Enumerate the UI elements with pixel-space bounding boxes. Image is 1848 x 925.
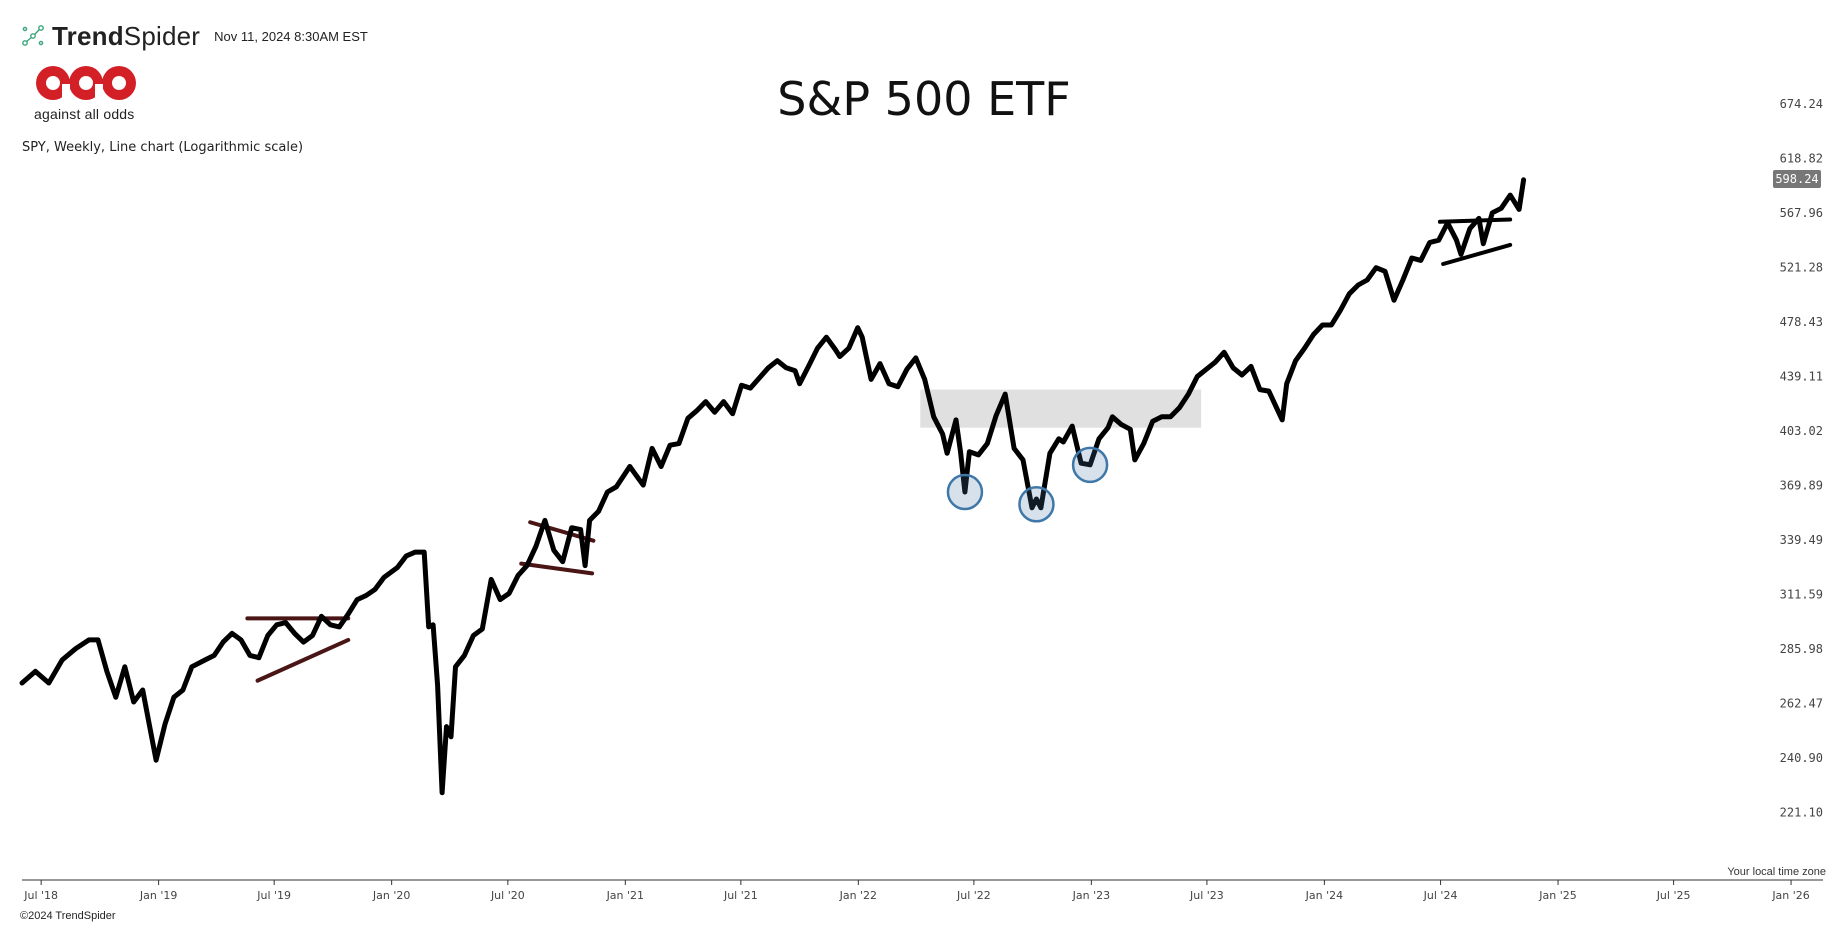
trendline-2 bbox=[255, 637, 351, 683]
x-tick-label: Jan '24 bbox=[1305, 889, 1343, 902]
x-tick-label: Jan '21 bbox=[606, 889, 644, 902]
x-tick-label: Jan '25 bbox=[1538, 889, 1576, 902]
y-tick-label: 262.47 bbox=[1780, 696, 1823, 710]
y-tick-label: 567.96 bbox=[1780, 206, 1823, 220]
y-tick-label: 439.11 bbox=[1780, 369, 1823, 383]
last-price-label: 598.24 bbox=[1773, 170, 1821, 188]
low-markers bbox=[946, 446, 1109, 523]
x-tick-label: Jul '24 bbox=[1423, 889, 1458, 902]
y-tick-label: 674.24 bbox=[1780, 97, 1823, 111]
y-tick-label: 618.82 bbox=[1780, 151, 1823, 165]
x-tick-label: Jul '21 bbox=[723, 889, 758, 902]
x-tick-label: Jan '20 bbox=[372, 889, 410, 902]
low-marker-circle bbox=[1071, 446, 1109, 484]
aao-logo-mark bbox=[36, 66, 136, 100]
low-marker-circle bbox=[946, 473, 984, 511]
trendspider-brand[interactable]: TrendSpider bbox=[20, 21, 200, 52]
y-tick-label: 240.90 bbox=[1780, 751, 1823, 765]
resistance-zone bbox=[920, 389, 1202, 428]
logo-tagline: against all odds bbox=[34, 106, 135, 122]
low-marker-circle bbox=[1018, 486, 1055, 523]
x-tick-label: Jul '23 bbox=[1189, 889, 1224, 902]
y-tick-label: 285.98 bbox=[1780, 642, 1823, 656]
x-tick-label: Jul '18 bbox=[23, 889, 58, 902]
x-tick-label: Jan '22 bbox=[839, 889, 877, 902]
x-axis: Jul '18 Jan '19 Jul '19 Jan '20 Jul '20 Jan '… bbox=[23, 880, 1810, 902]
copyright: ©2024 TrendSpider bbox=[20, 910, 116, 922]
timezone-note: Your local time zone bbox=[1727, 866, 1826, 878]
trendline-3 bbox=[519, 561, 595, 576]
brand-name: TrendSpider bbox=[52, 20, 201, 51]
y-tick-label: 221.10 bbox=[1780, 805, 1823, 819]
trendline-6 bbox=[1441, 242, 1513, 267]
x-tick-label: Jan '26 bbox=[1771, 889, 1809, 902]
trendspider-logo-icon bbox=[22, 25, 44, 46]
y-tick-label: 369.89 bbox=[1780, 478, 1823, 492]
x-tick-label: Jul '25 bbox=[1656, 889, 1691, 902]
y-tick-label: 478.43 bbox=[1780, 315, 1823, 329]
price-line bbox=[19, 177, 1527, 796]
x-tick-label: Jan '19 bbox=[139, 889, 177, 902]
x-tick-label: Jul '22 bbox=[956, 889, 991, 902]
y-tick-label: 339.49 bbox=[1780, 533, 1823, 547]
trendlines bbox=[245, 217, 1513, 683]
timestamp: Nov 11, 2024 8:30AM EST bbox=[214, 28, 368, 44]
x-tick-label: Jul '20 bbox=[490, 889, 525, 902]
x-tick-label: Jul '19 bbox=[256, 889, 291, 902]
aao-logo: against all odds bbox=[34, 64, 144, 122]
y-tick-label: 403.02 bbox=[1780, 424, 1823, 438]
y-tick-label: 311.59 bbox=[1780, 587, 1823, 601]
chart-subtitle: SPY, Weekly, Line chart (Logarithmic sca… bbox=[22, 140, 304, 155]
y-axis: 221.10 240.90 262.47 285.98 311.59 339.49 369.… bbox=[1780, 97, 1823, 819]
y-tick-label: 521.28 bbox=[1780, 260, 1823, 274]
header: TrendSpider Nov 11, 2024 8:30AM EST bbox=[20, 18, 368, 54]
chart-title: S&P 500 ETF bbox=[777, 72, 1071, 126]
x-tick-label: Jan '23 bbox=[1072, 889, 1110, 902]
